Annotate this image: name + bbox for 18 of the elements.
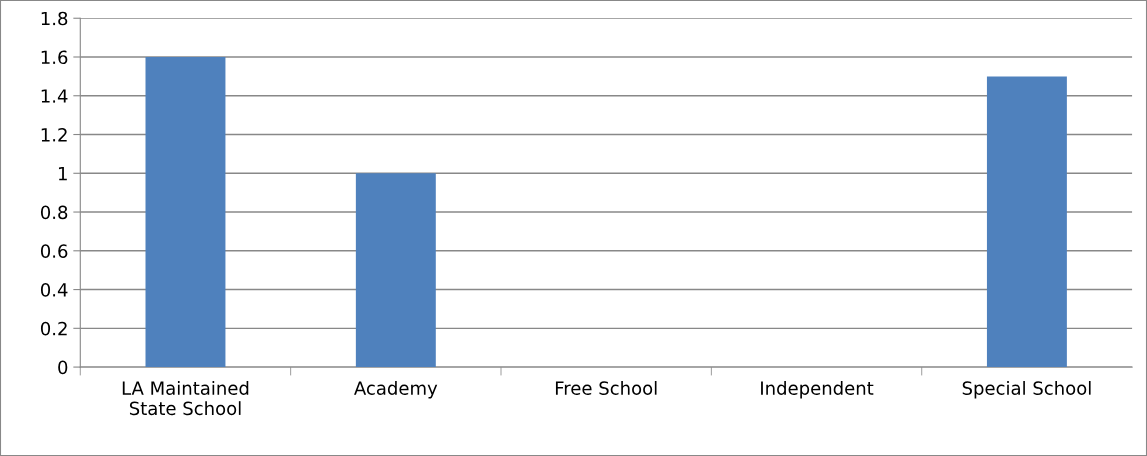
x-tick-label: Academy	[354, 380, 438, 399]
y-tick-label: 1.6	[41, 50, 68, 65]
y-tick-label: 0	[58, 360, 68, 375]
y-tick-label: 0.2	[40, 321, 67, 336]
bar	[986, 76, 1067, 368]
y-tick-label: 1.4	[41, 89, 68, 103]
x-tick-label: LA Maintained State School	[122, 380, 249, 416]
x-tick-label: Free School	[555, 380, 657, 395]
y-tick-label: 0.6	[40, 244, 68, 258]
y-tick-label: 1.2	[41, 127, 67, 142]
bar	[355, 173, 436, 368]
x-tick-label: Special School	[962, 380, 1091, 399]
y-tick-label: 0.4	[40, 283, 68, 297]
bar	[145, 57, 226, 368]
y-tick-label: 0.8	[40, 205, 68, 220]
y-tick-label: 1.8	[41, 11, 68, 26]
x-tick-label: Independent	[761, 380, 874, 399]
y-tick-label: 1	[58, 166, 67, 181]
